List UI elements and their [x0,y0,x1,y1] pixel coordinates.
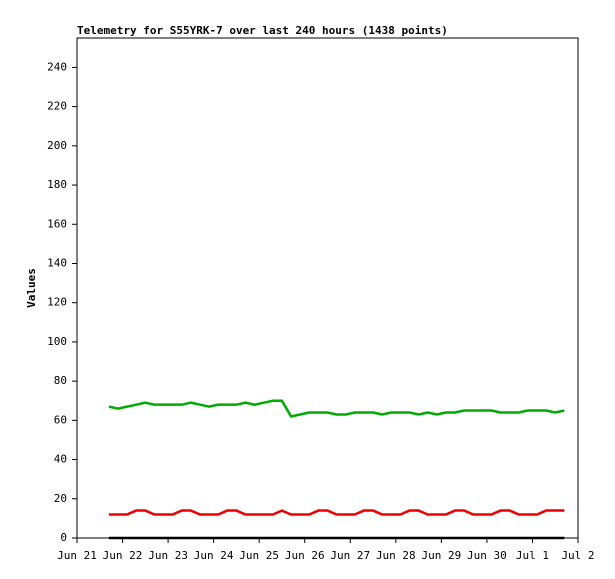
x-tick-label: Jun 29 [421,549,461,562]
y-tick-label: 0 [60,531,67,544]
x-tick-label: Jun 27 [330,549,370,562]
y-tick-label: 100 [47,335,67,348]
x-tick-label: Jun 26 [285,549,325,562]
y-tick-label: 80 [54,374,67,387]
x-tick-label: Jul 1 [516,549,549,562]
y-tick-label: 120 [47,296,67,309]
y-tick-label: 40 [54,453,67,466]
series-line [108,399,565,418]
y-tick-label: 60 [54,413,67,426]
x-tick-label: Jun 25 [239,549,279,562]
x-tick-label: Jun 30 [467,549,507,562]
y-tick-label: 140 [47,256,67,269]
y-tick-label: 160 [47,217,67,230]
y-tick-label: 240 [47,60,67,73]
x-tick-label: Jun 23 [148,549,188,562]
x-tick-label: Jun 28 [376,549,416,562]
y-tick-label: 200 [47,139,67,152]
y-tick-label: 220 [47,100,67,113]
y-tick-label: 20 [54,492,67,505]
y-axis-label: Values [25,268,38,308]
x-tick-label: Jun 22 [103,549,143,562]
x-tick-label: Jul 2 [561,549,594,562]
y-tick-label: 180 [47,178,67,191]
series-line [108,509,565,516]
chart-title: Telemetry for S55YRK-7 over last 240 hou… [77,24,448,37]
x-tick-label: Jun 21 [57,549,97,562]
x-tick-label: Jun 24 [194,549,234,562]
